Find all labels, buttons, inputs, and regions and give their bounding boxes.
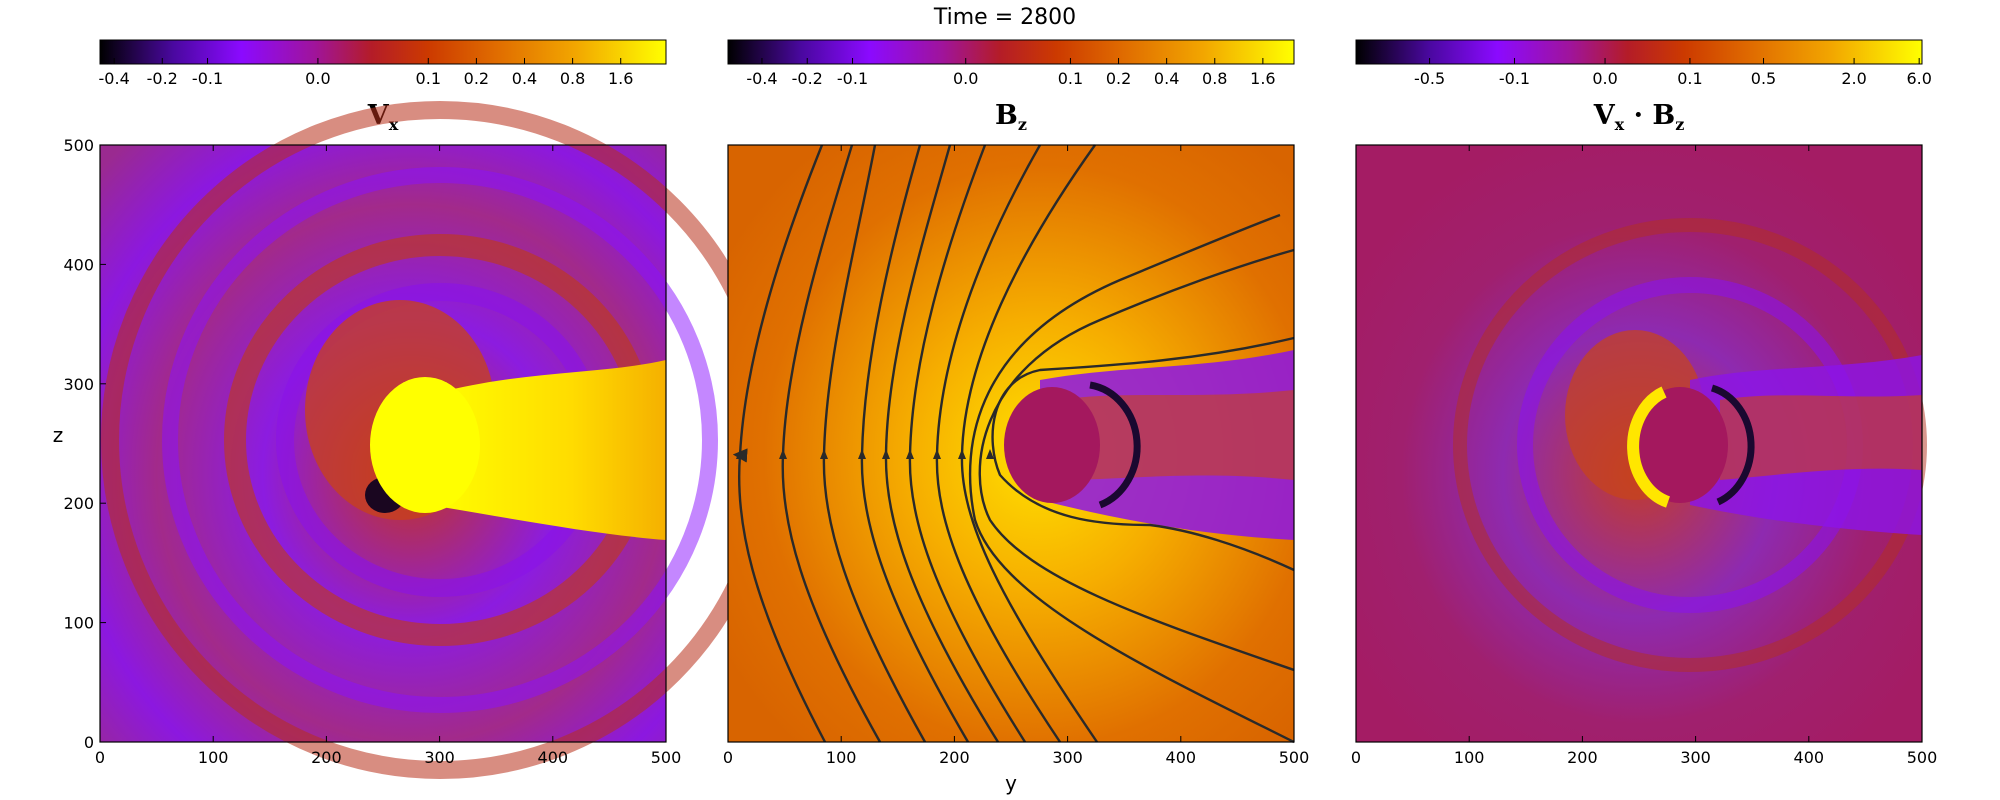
x-tick-label: 200: [311, 748, 342, 767]
x-tick-label: 100: [1454, 748, 1485, 767]
x-tick-label: 200: [1567, 748, 1598, 767]
field-line-arrows: [736, 449, 994, 459]
panel-bz: -0.4 -0.2 -0.1 0.0 0.1 0.2 0.4 0.8 1.6 Bz 0 100 20…: [723, 39, 1309, 767]
field-line-arrow: [779, 449, 787, 459]
colorbar-tick-label: 0.2: [464, 69, 489, 88]
colorbar-tick-label: -0.1: [192, 69, 223, 88]
colorbar-bz: [727, 39, 1295, 65]
panel-title-bz: Bz: [995, 100, 1027, 134]
colorbar-tick-label: 0.0: [1592, 69, 1617, 88]
y-tick-label: 200: [63, 494, 94, 513]
field-line-arrow: [820, 449, 828, 459]
x-tick-label: 300: [1680, 748, 1711, 767]
x-tick-label: 500: [1907, 748, 1938, 767]
x-tick-label: 100: [198, 748, 229, 767]
panel-vxbz: -0.5 -0.1 0.0 0.1 0.5 2.0 6.0 Vx · Bz 0 100 200 3…: [1351, 39, 1937, 767]
colorbar-tick-label: 1.6: [1250, 69, 1275, 88]
colorbar-tick-label: 0.8: [560, 69, 585, 88]
field-line-arrow: [986, 449, 994, 459]
colorbar-tick-label: 0.4: [512, 69, 537, 88]
y-tick-label: 0: [84, 733, 94, 752]
colorbar-tick-label: 0.1: [1677, 69, 1702, 88]
panel-vx: -0.4 -0.2 -0.1 0.0 0.1 0.2 0.4 0.8 1.6 Vx 0 100 20…: [63, 39, 779, 779]
y-tick-label: 100: [63, 614, 94, 633]
x-tick-label: 300: [424, 748, 455, 767]
colorbar-tick-label: -0.2: [147, 69, 178, 88]
colorbar-tick-label: 0.0: [305, 69, 330, 88]
panel-title-vxbz: Vx · Bz: [1593, 100, 1685, 134]
field-line-arrow: [882, 449, 890, 459]
x-ticks-vxbz: 0 100 200 300 400 500: [1351, 145, 1937, 767]
y-tick-label: 400: [63, 255, 94, 274]
x-ticks-bz: 0 100 200 300 400 500: [723, 145, 1309, 767]
figure-title: Time = 2800: [933, 5, 1076, 30]
x-tick-label: 0: [723, 748, 733, 767]
heatmap-vx: [100, 101, 779, 779]
colorbar-tick-label: 2.0: [1841, 69, 1866, 88]
colorbar-tick-label: -0.5: [1414, 69, 1445, 88]
plot-frame-bz: [727, 144, 1295, 743]
colorbar-ticks-vxbz: -0.5 -0.1 0.0 0.1 0.5 2.0 6.0: [1414, 58, 1932, 88]
colorbar-tick-label: 0.8: [1202, 69, 1227, 88]
colorbar-tick-label: -0.1: [1499, 69, 1530, 88]
y-axis-label: z: [53, 423, 64, 447]
x-tick-label: 500: [651, 748, 682, 767]
x-tick-label: 100: [826, 748, 857, 767]
colorbar-tick-label: 0.1: [416, 69, 441, 88]
colorbar-tick-label: 0.4: [1154, 69, 1179, 88]
field-line-arrow: [933, 449, 941, 459]
heatmap-vxbz: [1356, 145, 1927, 742]
heatmap-bz: [728, 145, 1294, 742]
x-tick-label: 400: [538, 748, 569, 767]
x-tick-label: 400: [1166, 748, 1197, 767]
colorbar-tick-label: 0.5: [1751, 69, 1776, 88]
field-line-arrow: [858, 449, 866, 459]
colorbar-tick-label: 0.1: [1058, 69, 1083, 88]
colorbar-ticks-vx: -0.4 -0.2 -0.1 0.0 0.1 0.2 0.4 0.8 1.6: [99, 58, 633, 88]
x-tick-label: 500: [1279, 748, 1310, 767]
x-tick-label: 300: [1052, 748, 1083, 767]
colorbar-vxbz: [1355, 39, 1923, 65]
x-tick-label: 400: [1794, 748, 1825, 767]
field-line-arrow: [906, 449, 914, 459]
plot-frame-vx: [99, 144, 667, 743]
y-tick-label: 500: [63, 136, 94, 155]
colorbar-tick-label: 6.0: [1906, 69, 1931, 88]
colorbar-ticks-bz: -0.4 -0.2 -0.1 0.0 0.1 0.2 0.4 0.8 1.6: [746, 58, 1276, 88]
colorbar-tick-label: -0.4: [746, 69, 777, 88]
colorbar-tick-label: 0.0: [953, 69, 978, 88]
colorbar-vx: [99, 39, 667, 65]
colorbar-tick-label: -0.2: [792, 69, 823, 88]
colorbar-tick-label: -0.4: [99, 69, 130, 88]
colorbar-tick-label: 0.2: [1106, 69, 1131, 88]
x-tick-label: 0: [1351, 748, 1361, 767]
x-axis-label: y: [1005, 771, 1017, 795]
y-ticks-vx: 0 100 200 300 400 500: [63, 136, 106, 752]
y-tick-label: 300: [63, 375, 94, 394]
colorbar-tick-label: 1.6: [608, 69, 633, 88]
x-tick-label: 200: [939, 748, 970, 767]
x-tick-label: 0: [95, 748, 105, 767]
field-line-arrow: [736, 449, 744, 459]
field-line-arrow: [958, 449, 966, 459]
x-ticks-vx: 0 100 200 300 400 500: [95, 145, 681, 767]
plot-frame-vxbz: [1355, 144, 1923, 743]
colorbar-tick-label: -0.1: [837, 69, 868, 88]
